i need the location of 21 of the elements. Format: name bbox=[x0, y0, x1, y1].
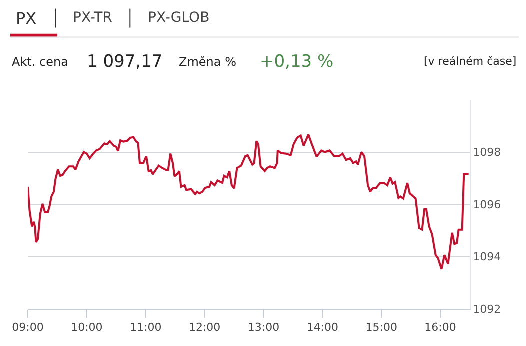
x-tick-label: 11:00 bbox=[130, 321, 162, 334]
text: Změna % bbox=[179, 55, 236, 69]
x-tick-label: 09:00 bbox=[12, 321, 44, 334]
text: +0,13 % bbox=[260, 52, 334, 72]
x-tick-label: 10:00 bbox=[71, 321, 103, 334]
text: [v reálném čase] bbox=[424, 55, 517, 68]
line-series bbox=[28, 134, 470, 270]
text: PX bbox=[16, 9, 37, 28]
y-tick-label: 1096 bbox=[473, 198, 502, 212]
y-tick-label: 1098 bbox=[473, 146, 502, 160]
x-tick-label: 13:00 bbox=[248, 321, 280, 334]
y-tick-label: 1092 bbox=[473, 302, 502, 316]
x-tick-label: 16:00 bbox=[424, 321, 456, 334]
text: 1 097,17 bbox=[87, 52, 163, 72]
x-tick-label: 14:00 bbox=[306, 321, 339, 334]
text: PX-GLOB bbox=[148, 10, 210, 26]
y-tick-label: 1094 bbox=[473, 250, 502, 264]
x-tick-label: 15:00 bbox=[366, 321, 398, 334]
x-tick-label: 12:00 bbox=[188, 321, 221, 334]
text: PX-TR bbox=[73, 10, 113, 26]
text: Akt. cena bbox=[12, 55, 68, 69]
